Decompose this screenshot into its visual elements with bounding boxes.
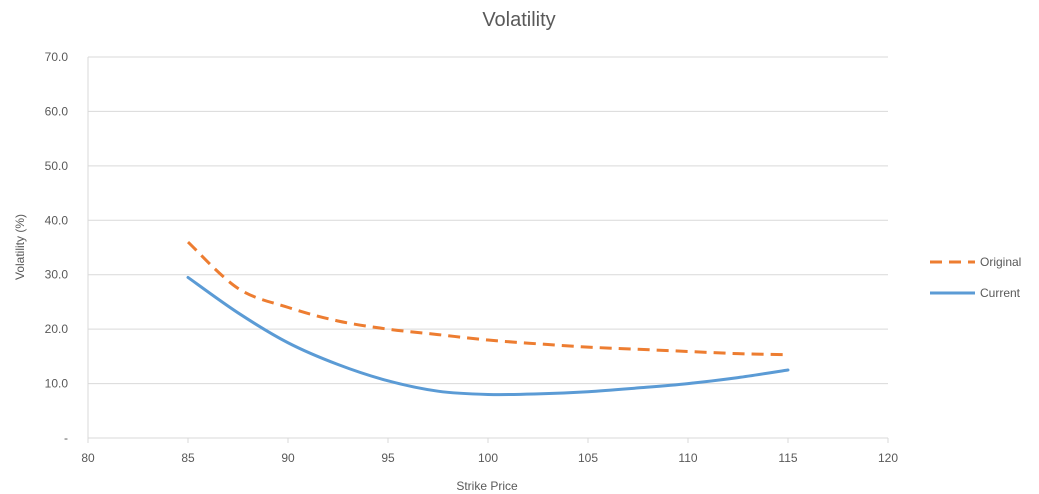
legend: Original Current <box>930 255 1021 300</box>
y-axis-ticks: - 10.0 20.0 30.0 40.0 50.0 60.0 70.0 <box>45 50 69 445</box>
x-tick-label: 100 <box>478 451 498 465</box>
series-lines <box>186 240 790 397</box>
series-line-current <box>186 275 790 397</box>
x-tick-label: 105 <box>578 451 598 465</box>
x-tick-label: 110 <box>678 451 697 465</box>
series-line-original <box>186 240 789 357</box>
x-tick-label: 95 <box>381 451 395 465</box>
y-tick-label: 50.0 <box>45 159 69 173</box>
y-tick-label: 30.0 <box>45 268 69 282</box>
y-tick-label: 40.0 <box>45 213 69 227</box>
chart-title: Volatility <box>482 9 555 31</box>
y-tick-label: 60.0 <box>45 104 69 118</box>
x-tick-label: 85 <box>181 451 195 465</box>
y-tick-label: - <box>64 431 68 445</box>
y-tick-label: 20.0 <box>45 322 69 336</box>
gridlines <box>87 56 888 439</box>
x-tick-label: 90 <box>281 451 295 465</box>
x-tick-label: 115 <box>778 451 797 465</box>
x-tick-label: 80 <box>81 451 95 465</box>
y-tick-label: 70.0 <box>45 50 69 64</box>
x-axis-ticks: 80 85 90 95 100 105 110 115 120 <box>81 438 898 465</box>
y-tick-label: 10.0 <box>45 377 69 391</box>
legend-label-original: Original <box>980 255 1021 269</box>
x-axis-title: Strike Price <box>456 479 518 493</box>
x-tick-label: 120 <box>878 451 898 465</box>
y-axis-title: Volatility (%) <box>13 214 27 280</box>
legend-label-current: Current <box>980 286 1021 300</box>
